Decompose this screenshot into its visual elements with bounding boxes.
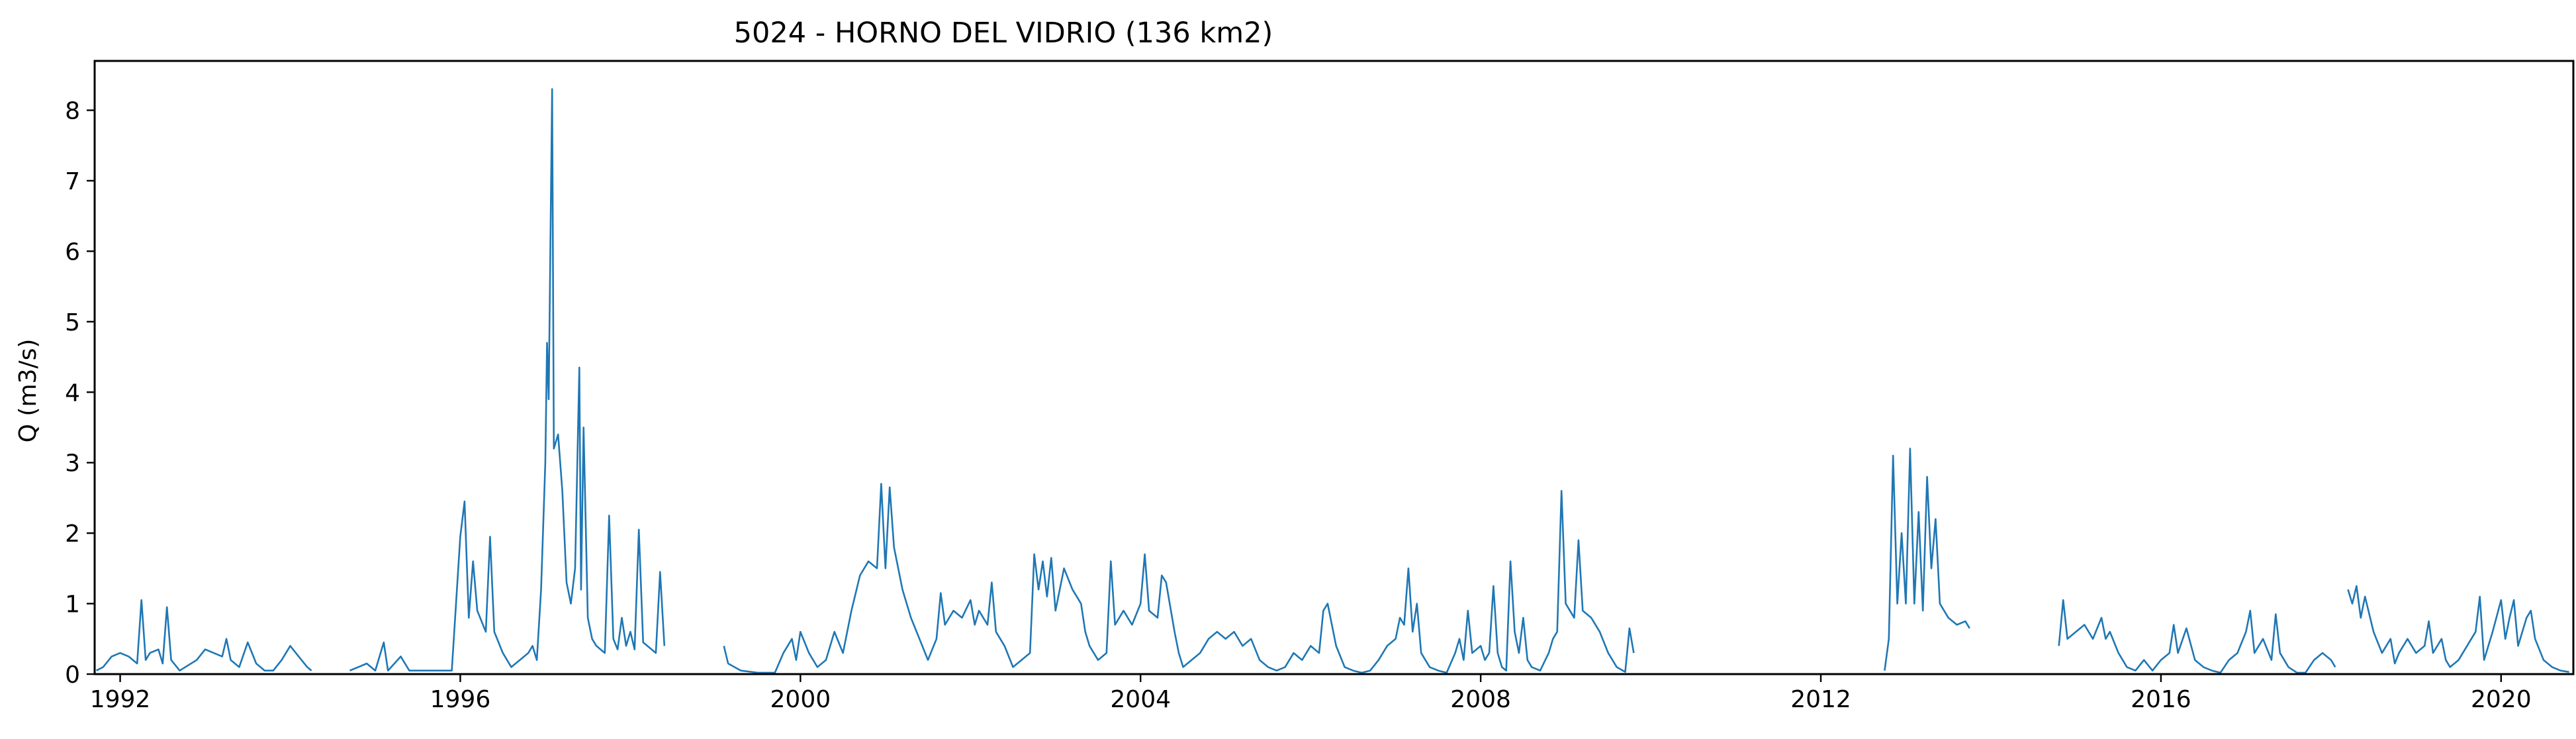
x-tick-label: 1992 bbox=[90, 686, 151, 713]
series-line-segment bbox=[349, 88, 666, 671]
y-tick-label: 2 bbox=[65, 520, 80, 548]
series-line-segment bbox=[723, 483, 1635, 674]
series-line-segment bbox=[2347, 585, 2569, 673]
y-tick-label: 8 bbox=[65, 98, 80, 125]
series-line-segment bbox=[2058, 599, 2336, 674]
x-axis: 1992 1996 2000 2004 2008 2012 2016 2020 bbox=[90, 674, 2532, 713]
plot-area bbox=[96, 88, 2569, 674]
y-tick-label: 0 bbox=[65, 662, 80, 689]
series-line-segment bbox=[1884, 448, 1970, 671]
y-tick-label: 3 bbox=[65, 450, 80, 477]
x-tick-label: 2020 bbox=[2471, 686, 2532, 713]
y-tick-label: 4 bbox=[65, 379, 80, 407]
y-axis: 0 1 2 3 4 5 6 7 8 bbox=[65, 98, 95, 689]
x-tick-label: 2008 bbox=[1450, 686, 1511, 713]
x-tick-label: 2004 bbox=[1110, 686, 1171, 713]
y-tick-label: 6 bbox=[65, 238, 80, 266]
y-tick-label: 1 bbox=[65, 591, 80, 618]
x-tick-label: 2012 bbox=[1790, 686, 1851, 713]
plot-frame bbox=[93, 60, 2575, 675]
y-tick-label: 5 bbox=[65, 309, 80, 336]
x-tick-label: 2016 bbox=[2131, 686, 2191, 713]
chart-title: 5024 - HORNO DEL VIDRIO (136 km2) bbox=[734, 17, 1273, 50]
y-tick-label: 7 bbox=[65, 168, 80, 195]
y-axis-label: Q (m3/s) bbox=[15, 339, 42, 443]
x-tick-label: 2000 bbox=[770, 686, 831, 713]
series-line-segment bbox=[96, 599, 312, 671]
x-tick-label: 1996 bbox=[430, 686, 491, 713]
